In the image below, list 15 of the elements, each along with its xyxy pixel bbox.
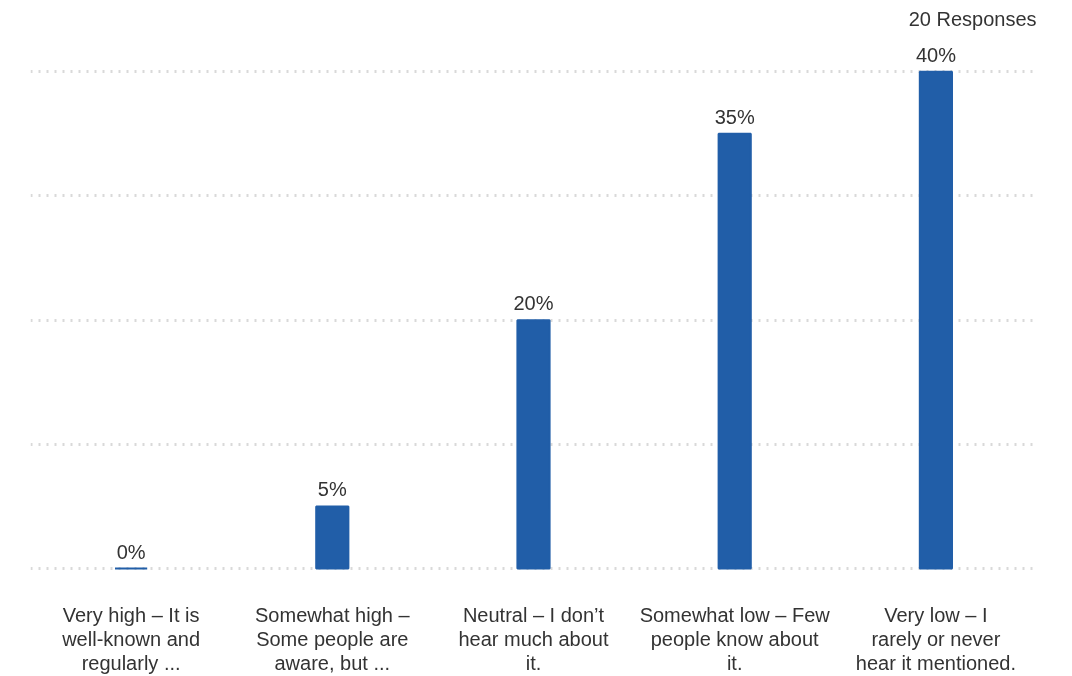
bar — [717, 132, 752, 570]
data-label: 0% — [116, 540, 146, 563]
x-tick-label: Very high – It is well-known and regularly ... — [61, 603, 201, 674]
data-label: 35% — [714, 105, 755, 128]
text: 20 Responses — [908, 7, 1037, 30]
x-tick-label: Somewhat high – Some people are aware, but ... — [255, 603, 411, 674]
bar — [315, 505, 350, 570]
data-label: 5% — [317, 478, 347, 501]
bar — [918, 70, 953, 570]
data-label: 40% — [915, 43, 957, 66]
x-tick-label: Very low – I rarely or never hear it mentioned. — [855, 603, 1016, 674]
x-tick-label: Somewhat low – Few people know about it. — [639, 603, 831, 674]
data-label: 20% — [513, 292, 554, 315]
x-tick-label: Neutral – I don’t hear much about it. — [458, 603, 609, 674]
bar — [516, 319, 551, 570]
